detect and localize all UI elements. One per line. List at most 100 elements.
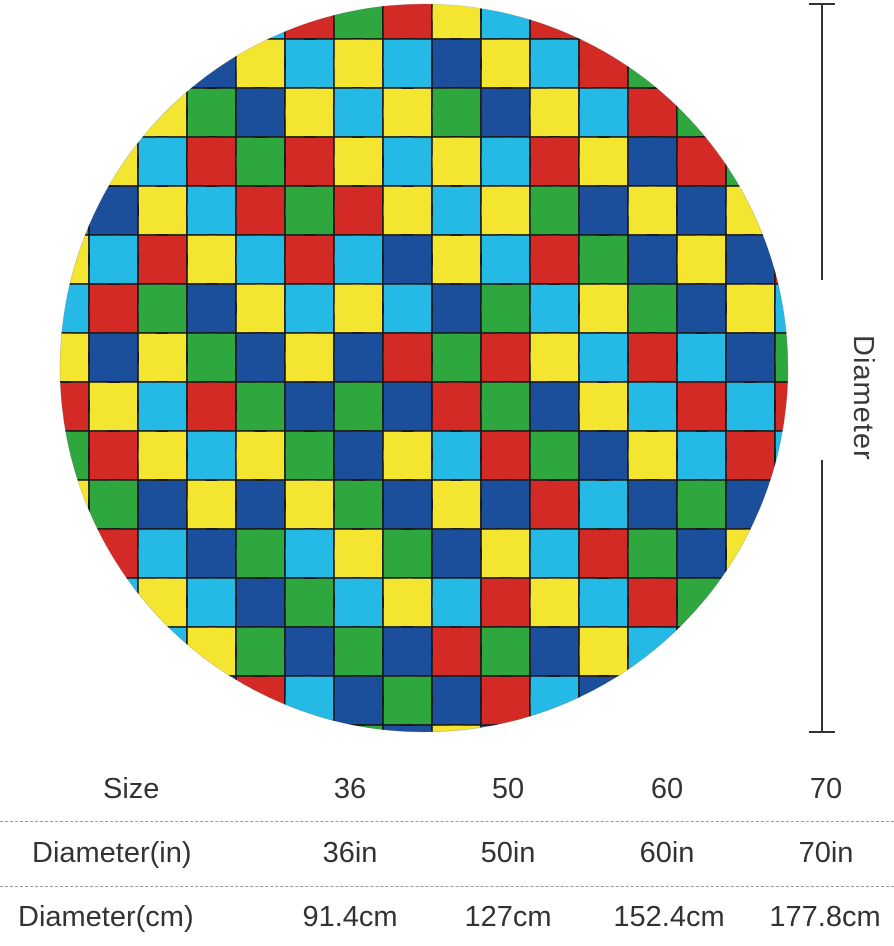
puzzle-piece (284, 626, 335, 677)
puzzle-piece (382, 332, 433, 383)
puzzle-piece (333, 234, 384, 285)
puzzle-piece (382, 234, 433, 285)
puzzle-piece (529, 528, 580, 579)
puzzle-piece (431, 381, 482, 432)
diameter-cm-value: 177.8cm (769, 901, 881, 933)
puzzle-piece (873, 235, 894, 284)
diameter-in-value: 70in (798, 837, 854, 869)
puzzle-piece (480, 479, 531, 530)
puzzle-piece (725, 38, 776, 89)
table-divider (0, 821, 894, 822)
puzzle-piece (725, 381, 776, 432)
puzzle-piece (333, 430, 384, 481)
puzzle-piece (725, 528, 776, 579)
puzzle-piece (873, 627, 894, 676)
puzzle-piece (676, 528, 727, 579)
puzzle-piece (725, 234, 776, 285)
puzzle-piece (88, 528, 139, 579)
puzzle-piece (578, 185, 629, 236)
puzzle-piece (578, 136, 629, 187)
puzzle-piece (824, 0, 873, 39)
puzzle-piece (382, 283, 433, 334)
puzzle-piece (676, 381, 727, 432)
puzzle-piece (382, 38, 433, 89)
puzzle-piece (333, 185, 384, 236)
puzzle-piece (480, 626, 531, 677)
puzzle-piece (431, 528, 482, 579)
puzzle-piece (431, 724, 482, 732)
puzzle-piece (529, 430, 580, 481)
puzzle-piece (676, 430, 727, 481)
puzzle-piece (382, 724, 433, 732)
puzzle-piece (431, 626, 482, 677)
size-value: 60 (650, 773, 684, 805)
puzzle-piece (824, 186, 873, 235)
puzzle-piece (431, 332, 482, 383)
puzzle-piece (725, 626, 776, 677)
puzzle-piece (627, 577, 678, 628)
puzzle-piece (627, 479, 678, 530)
puzzle-pattern (60, 0, 894, 732)
puzzle-piece (480, 577, 531, 628)
puzzle-piece (725, 4, 776, 40)
puzzle-piece (431, 675, 482, 726)
puzzle-piece (578, 234, 629, 285)
puzzle-piece (137, 332, 188, 383)
puzzle-piece (725, 87, 776, 138)
puzzle-piece (774, 577, 788, 628)
puzzle-piece (774, 136, 788, 187)
puzzle-piece (676, 185, 727, 236)
size-value: 50 (491, 773, 525, 805)
puzzle-piece (88, 38, 139, 89)
puzzle-piece (235, 136, 286, 187)
puzzle-piece (431, 430, 482, 481)
puzzle-piece (60, 185, 90, 236)
puzzle-piece (186, 528, 237, 579)
puzzle-piece (60, 87, 90, 138)
puzzle-piece (60, 4, 90, 40)
size-value: 70 (809, 773, 843, 805)
puzzle-piece (480, 675, 531, 726)
puzzle-piece (627, 234, 678, 285)
puzzle-piece (824, 578, 873, 627)
puzzle-piece (725, 675, 776, 726)
puzzle-piece (824, 39, 873, 88)
puzzle-piece (60, 332, 90, 383)
size-row-label: Size (103, 773, 160, 805)
puzzle-piece (480, 38, 531, 89)
diameter-cm-row: Diameter(cm) 91.4cm 127cm 152.4cm 177.8c… (0, 888, 894, 946)
diameter-in-value: 36in (322, 837, 378, 869)
puzzle-piece (235, 87, 286, 138)
puzzle-piece (186, 430, 237, 481)
puzzle-piece (284, 185, 335, 236)
puzzle-piece (873, 88, 894, 137)
puzzle-piece (578, 479, 629, 530)
puzzle-piece (60, 136, 90, 187)
puzzle-piece (333, 87, 384, 138)
puzzle-piece (235, 38, 286, 89)
puzzle-piece (88, 577, 139, 628)
puzzle-piece (235, 332, 286, 383)
puzzle-piece (725, 577, 776, 628)
rug-illustration: Diameter (59, 0, 894, 733)
puzzle-piece (480, 283, 531, 334)
puzzle-piece (137, 283, 188, 334)
puzzle-piece (235, 626, 286, 677)
puzzle-piece (676, 234, 727, 285)
puzzle-piece (578, 38, 629, 89)
puzzle-piece (627, 283, 678, 334)
puzzle-piece (284, 577, 335, 628)
puzzle-piece (186, 381, 237, 432)
puzzle-piece (725, 136, 776, 187)
puzzle-piece (873, 186, 894, 235)
puzzle-piece (60, 675, 90, 726)
puzzle-piece (88, 283, 139, 334)
puzzle-piece (529, 136, 580, 187)
puzzle-piece (824, 235, 873, 284)
puzzle-piece (60, 626, 90, 677)
puzzle-piece (774, 626, 788, 677)
puzzle-piece (725, 332, 776, 383)
puzzle-piece (529, 38, 580, 89)
puzzle-piece (60, 430, 90, 481)
puzzle-piece (382, 528, 433, 579)
